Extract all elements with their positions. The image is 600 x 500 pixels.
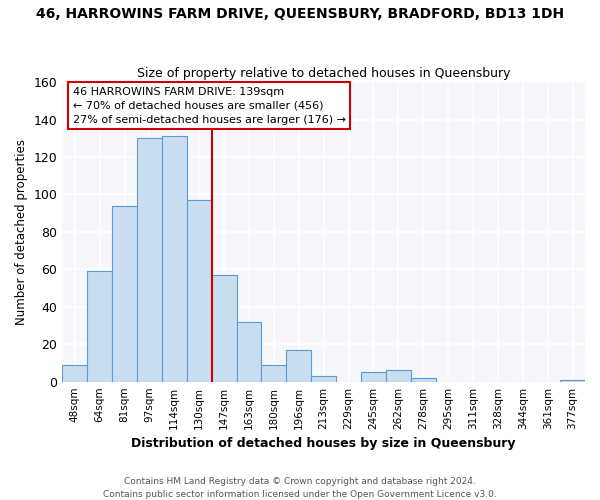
Text: 46, HARROWINS FARM DRIVE, QUEENSBURY, BRADFORD, BD13 1DH: 46, HARROWINS FARM DRIVE, QUEENSBURY, BR…: [36, 8, 564, 22]
Bar: [311, 376, 336, 382]
Bar: [87, 271, 112, 382]
Bar: [560, 380, 585, 382]
Bar: [411, 378, 436, 382]
Bar: [386, 370, 411, 382]
X-axis label: Distribution of detached houses by size in Queensbury: Distribution of detached houses by size …: [131, 437, 516, 450]
Bar: [286, 350, 311, 382]
Text: Contains HM Land Registry data © Crown copyright and database right 2024.
Contai: Contains HM Land Registry data © Crown c…: [103, 477, 497, 499]
Text: 46 HARROWINS FARM DRIVE: 139sqm
← 70% of detached houses are smaller (456)
27% o: 46 HARROWINS FARM DRIVE: 139sqm ← 70% of…: [73, 86, 346, 124]
Title: Size of property relative to detached houses in Queensbury: Size of property relative to detached ho…: [137, 66, 511, 80]
Bar: [236, 322, 262, 382]
Y-axis label: Number of detached properties: Number of detached properties: [15, 139, 28, 325]
Bar: [187, 200, 212, 382]
Bar: [137, 138, 162, 382]
Bar: [212, 275, 236, 382]
Bar: [162, 136, 187, 382]
Bar: [361, 372, 386, 382]
Bar: [112, 206, 137, 382]
Bar: [62, 365, 87, 382]
Bar: [262, 365, 286, 382]
